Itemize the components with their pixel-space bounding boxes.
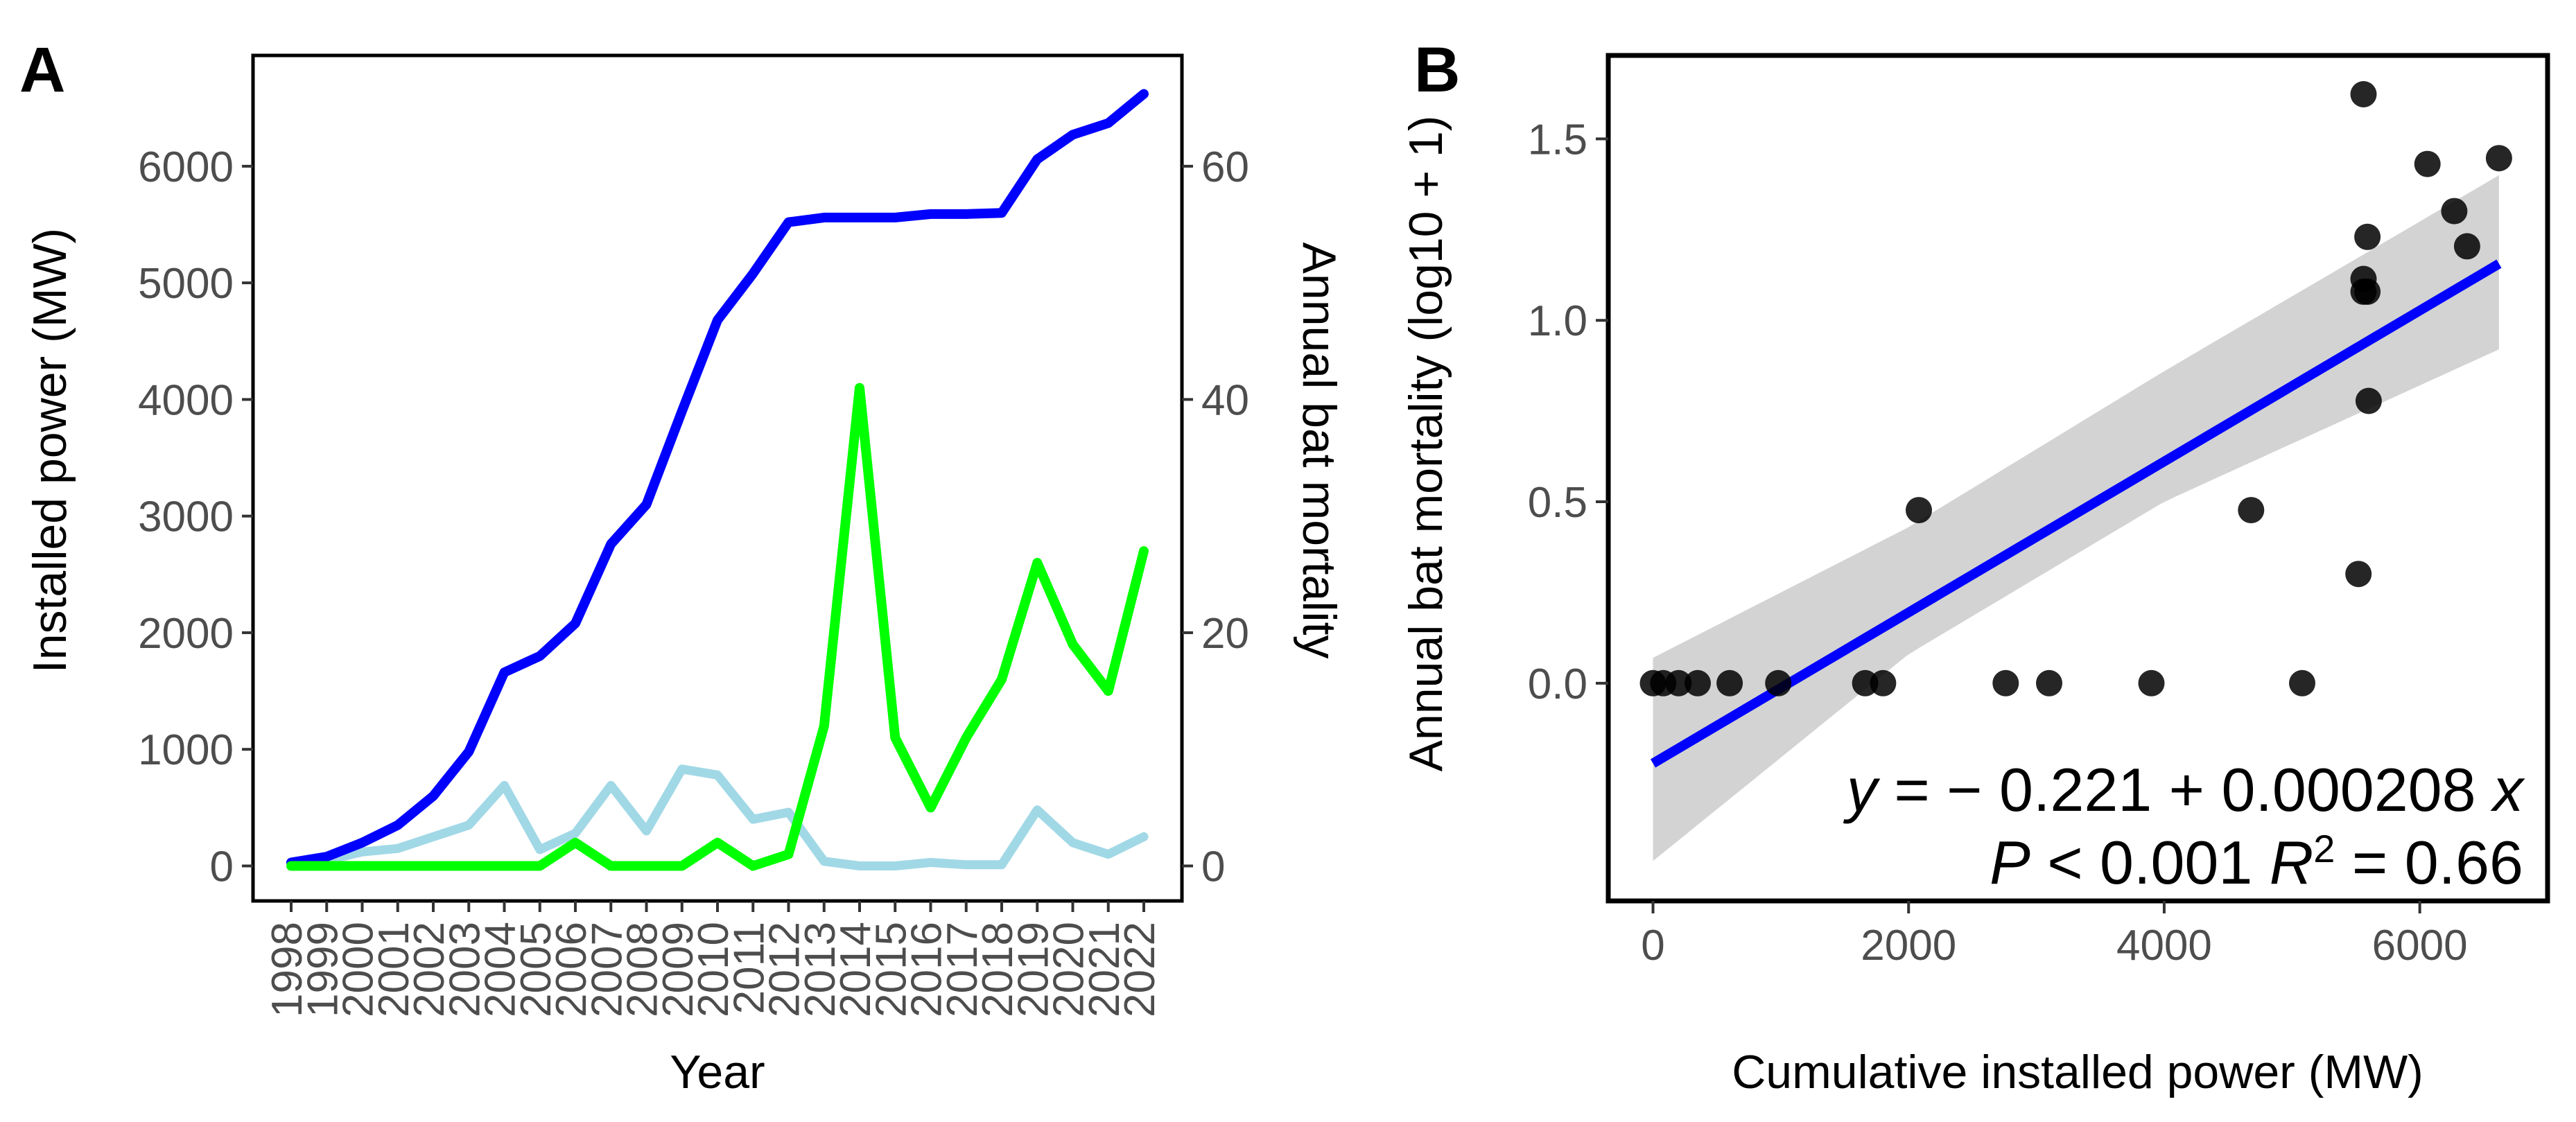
tick-label-b-x-6000: 6000 bbox=[2372, 922, 2468, 970]
data-point-9 bbox=[1992, 669, 2019, 696]
data-point-14 bbox=[2345, 561, 2372, 588]
stat-r: R bbox=[2270, 828, 2314, 897]
tick-label-x-2011: 2011 bbox=[725, 922, 773, 1014]
panel-b-label: B bbox=[1414, 35, 1460, 105]
tick-label-x-2017: 2017 bbox=[939, 922, 986, 1017]
tick-label-x-2006: 2006 bbox=[548, 922, 595, 1017]
series-line-1 bbox=[286, 764, 1149, 870]
tick-label-x-2008: 2008 bbox=[619, 922, 667, 1017]
regression-equation: y = − 0.221 + 0.000208 x bbox=[1843, 755, 2525, 824]
panel-b-ylabel: Annual bat mortality (log10 + 1) bbox=[1400, 116, 1452, 772]
tick-label-b-y-0: 0.0 bbox=[1528, 660, 1587, 708]
tick-label-x-1999: 1999 bbox=[299, 922, 347, 1017]
panel-a-label: A bbox=[19, 35, 65, 105]
tick-label-x-2019: 2019 bbox=[1009, 922, 1057, 1017]
tick-label-x-2015: 2015 bbox=[867, 922, 915, 1017]
tick-label-x-2012: 2012 bbox=[761, 922, 809, 1017]
panel-b-xlabel: Cumulative installed power (MW) bbox=[1732, 1046, 2423, 1098]
stat-p: P bbox=[1990, 828, 2030, 897]
data-point-20 bbox=[2355, 387, 2382, 414]
tick-label-right-20: 20 bbox=[1201, 610, 1249, 658]
data-point-22 bbox=[2441, 198, 2468, 225]
panel-a-ylabel-right: Annual bat mortality bbox=[1293, 243, 1346, 659]
regression-line bbox=[1650, 259, 2502, 768]
tick-label-right-40: 40 bbox=[1201, 376, 1249, 424]
data-point-11 bbox=[2138, 669, 2165, 696]
panel-b-points bbox=[1639, 81, 2512, 696]
tick-label-left-4000: 4000 bbox=[138, 376, 234, 424]
tick-label-x-2016: 2016 bbox=[903, 922, 951, 1017]
tick-label-x-2001: 2001 bbox=[370, 922, 418, 1017]
tick-label-x-2022: 2022 bbox=[1116, 922, 1164, 1017]
stat-r-value: = 0.66 bbox=[2335, 828, 2523, 897]
panel-a-ylabel-left: Installed power (MW) bbox=[24, 228, 76, 673]
eq-body: = − 0.221 + 0.000208 bbox=[1877, 755, 2493, 824]
tick-label-left-5000: 5000 bbox=[138, 260, 234, 308]
panel-b-fit-line bbox=[1650, 259, 2502, 768]
data-point-19 bbox=[2354, 223, 2381, 250]
tick-label-left-1000: 1000 bbox=[138, 726, 234, 774]
tick-label-right-60: 60 bbox=[1201, 143, 1249, 191]
tick-label-x-2013: 2013 bbox=[797, 922, 844, 1017]
tick-label-left-0: 0 bbox=[210, 843, 234, 891]
stat-r-sup: 2 bbox=[2313, 827, 2335, 870]
tick-label-left-2000: 2000 bbox=[138, 610, 234, 658]
tick-label-x-2003: 2003 bbox=[441, 922, 489, 1017]
data-point-7 bbox=[1870, 669, 1897, 696]
tick-label-x-2010: 2010 bbox=[690, 922, 738, 1017]
panel-a-xlabel: Year bbox=[670, 1046, 765, 1098]
series-line-0 bbox=[286, 89, 1149, 868]
tick-label-b-x-0: 0 bbox=[1641, 922, 1664, 970]
data-point-2 bbox=[1665, 669, 1692, 696]
tick-label-left-3000: 3000 bbox=[138, 493, 234, 541]
tick-label-x-2020: 2020 bbox=[1045, 922, 1093, 1017]
tick-label-x-2004: 2004 bbox=[477, 922, 525, 1017]
tick-label-x-2002: 2002 bbox=[406, 922, 453, 1017]
data-point-3 bbox=[1685, 669, 1711, 696]
data-point-4 bbox=[1716, 669, 1743, 696]
tick-label-x-2005: 2005 bbox=[512, 922, 560, 1017]
data-point-5 bbox=[1765, 669, 1792, 696]
tick-label-x-2000: 2000 bbox=[335, 922, 383, 1017]
panel-a-series bbox=[286, 89, 1149, 871]
tick-label-b-x-2000: 2000 bbox=[1861, 922, 1956, 970]
data-point-23 bbox=[2453, 233, 2480, 260]
data-point-8 bbox=[1906, 497, 1932, 524]
tick-label-x-2014: 2014 bbox=[832, 922, 880, 1017]
eq-y: y bbox=[1843, 755, 1881, 824]
regression-stats: P < 0.001 R2 = 0.66 bbox=[1990, 827, 2523, 897]
tick-label-x-2018: 2018 bbox=[974, 922, 1022, 1017]
panel-b: B 0.0 0.5 1.0 1.5 0 2000 4000 6000 Annual bat m… bbox=[1400, 35, 2550, 1098]
tick-label-left-6000: 6000 bbox=[138, 143, 234, 191]
stat-p-value: < 0.001 bbox=[2030, 828, 2270, 897]
data-point-24 bbox=[2485, 145, 2512, 172]
tick-label-b-y-1: 1.0 bbox=[1528, 297, 1587, 345]
tick-label-b-y-0.5: 0.5 bbox=[1528, 479, 1587, 527]
tick-label-x-2007: 2007 bbox=[583, 922, 631, 1017]
panel-a: A 0 1000 2000 3000 4000 5000 6000 0 20 40 60 199819… bbox=[19, 35, 1346, 1098]
data-point-10 bbox=[2036, 669, 2062, 696]
tick-label-x-2021: 2021 bbox=[1081, 922, 1129, 1017]
tick-label-x-1998: 1998 bbox=[263, 922, 311, 1017]
panel-b-plot-frame bbox=[1605, 53, 2550, 904]
data-point-13 bbox=[2289, 669, 2315, 696]
panel-b-ticks: 0.0 0.5 1.0 1.5 0 2000 4000 6000 bbox=[1528, 116, 2468, 970]
data-point-18 bbox=[2354, 278, 2381, 305]
data-point-21 bbox=[2414, 150, 2441, 177]
tick-label-b-y-1.5: 1.5 bbox=[1528, 116, 1587, 164]
eq-x: x bbox=[2490, 755, 2525, 824]
tick-label-x-2009: 2009 bbox=[654, 922, 702, 1017]
panel-a-ticks: 0 1000 2000 3000 4000 5000 6000 0 20 40 60 19981999… bbox=[138, 143, 1249, 1017]
data-point-12 bbox=[2238, 497, 2265, 524]
tick-label-right-0: 0 bbox=[1201, 843, 1225, 891]
series-line-2 bbox=[286, 383, 1149, 871]
data-point-15 bbox=[2350, 81, 2377, 107]
tick-label-b-x-4000: 4000 bbox=[2116, 922, 2212, 970]
